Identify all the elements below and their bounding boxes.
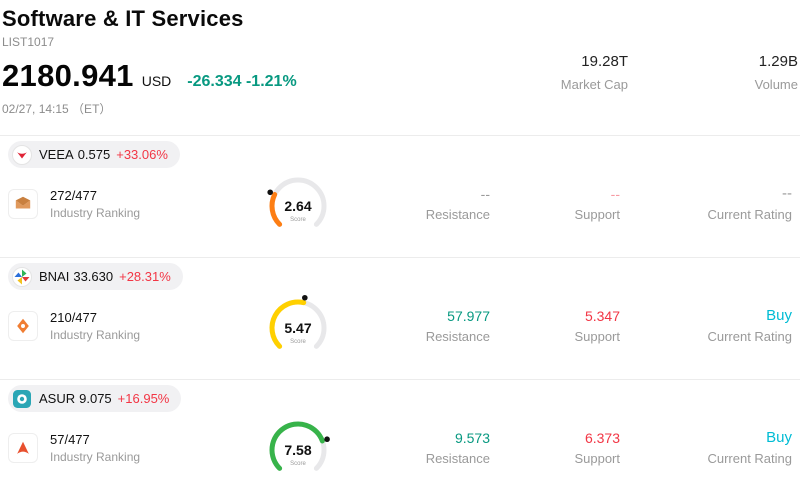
company-block: 272/477 Industry Ranking [8,188,248,220]
company-block: 210/477 Industry Ranking [8,310,248,342]
ticker-price: 9.075 [79,391,112,406]
rating-value: -- [782,185,792,202]
industry-ranking-label: Industry Ranking [50,327,141,342]
resistance-label: Resistance [425,206,490,222]
currency-label: USD [141,73,172,89]
asur-logo-icon [12,389,32,409]
svg-text:Score: Score [290,339,306,345]
page-title: Software & IT Services [2,6,244,31]
industry-ranking-value: 210/477 [50,309,97,325]
volume-value: 1.29B [758,53,798,70]
industry-ranking-value: 57/477 [50,431,90,447]
ticker-badge-bnai[interactable]: BNAI 33.630 +28.31% [8,263,183,290]
rating-value: Buy [766,429,792,446]
support-metric: 6.373 Support [490,430,620,466]
resistance-metric: 57.977 Resistance [348,308,490,344]
price-line: 2180.941 USD -26.334 -1.21% [2,58,798,94]
market-cap-label: Market Cap [560,77,628,92]
resistance-value: -- [480,185,490,202]
company-block: 57/477 Industry Ranking [8,432,248,464]
support-label: Support [574,206,620,222]
ticker-change: +16.95% [117,391,170,406]
support-label: Support [574,328,620,344]
stock-row-bnai[interactable]: BNAI 33.630 +28.31% 210/477 Industry Ran… [0,257,800,379]
support-value: 5.347 [584,307,620,324]
timestamp: 02/27, 14:15 （ET） [2,102,112,116]
support-label: Support [574,450,620,466]
resistance-label: Resistance [425,450,490,466]
support-value: 6.373 [584,429,620,446]
industry-ranking-label: Industry Ranking [50,449,141,464]
ticker-price: 33.630 [73,269,114,284]
ticker-change: +28.31% [119,269,171,284]
bnai-logo-icon [12,266,32,287]
rating-label: Current Rating [707,329,792,344]
svg-text:2.64: 2.64 [284,198,311,214]
support-metric: 5.347 Support [490,308,620,344]
resistance-metric: 9.573 Resistance [348,430,490,466]
svg-text:5.47: 5.47 [284,320,311,336]
ticker-change: +33.06% [116,147,168,162]
ticker-symbol: VEEA [39,147,74,162]
ticker-badge-veea[interactable]: VEEA 0.575 +33.06% [8,141,180,168]
support-value: -- [610,185,620,202]
ticker-symbol: ASUR [39,391,76,406]
company-logo-icon [8,188,38,219]
ticker-price: 0.575 [77,147,111,162]
rating-metric: Buy Current Rating [620,429,792,466]
volume-stat: 1.29B Volume [755,53,798,92]
veea-logo-icon [12,144,32,165]
header: Software & IT Services LIST1017 2180.941… [0,0,800,135]
row-content: 57/477 Industry Ranking 7.58 Score 9.573 … [8,416,792,480]
rating-metric: -- Current Rating [620,185,792,222]
row-content: 210/477 Industry Ranking 5.47 Score 57.97… [8,294,792,358]
resistance-metric: -- Resistance [348,186,490,222]
rating-metric: Buy Current Rating [620,307,792,344]
company-logo-icon [8,432,38,463]
score-gauge: 2.64 Score [248,172,348,236]
resistance-label: Resistance [425,328,490,344]
resistance-value: 57.977 [447,307,490,324]
market-cap-value: 19.28T [581,53,628,70]
rating-label: Current Rating [707,207,792,222]
volume-label: Volume [754,77,798,92]
price-change: -26.334 -1.21% [187,73,297,90]
svg-text:7.58: 7.58 [284,442,311,458]
industry-ranking-label: Industry Ranking [50,205,141,220]
rating-label: Current Rating [707,451,792,466]
stock-row-veea[interactable]: VEEA 0.575 +33.06% 272/477 Industry Rank… [0,135,800,257]
rating-value: Buy [766,307,792,324]
industry-ranking-value: 272/477 [50,187,97,203]
stock-row-asur[interactable]: ASUR 9.075 +16.95% 57/477 Industry Ranki… [0,379,800,488]
market-cap-stat: 19.28T Market Cap [561,53,628,92]
ticker-symbol: BNAI [39,269,70,284]
support-metric: -- Support [490,186,620,222]
resistance-value: 9.573 [454,429,490,446]
row-content: 272/477 Industry Ranking 2.64 Score -- Re… [8,172,792,236]
svg-text:Score: Score [290,461,306,467]
company-logo-icon [8,310,38,341]
score-gauge: 5.47 Score [248,294,348,358]
score-gauge: 7.58 Score [248,416,348,480]
ticker-badge-asur[interactable]: ASUR 9.075 +16.95% [8,385,182,412]
sector-price: 2180.941 [2,58,134,93]
svg-text:Score: Score [290,217,306,223]
list-id: LIST1017 [2,35,55,49]
